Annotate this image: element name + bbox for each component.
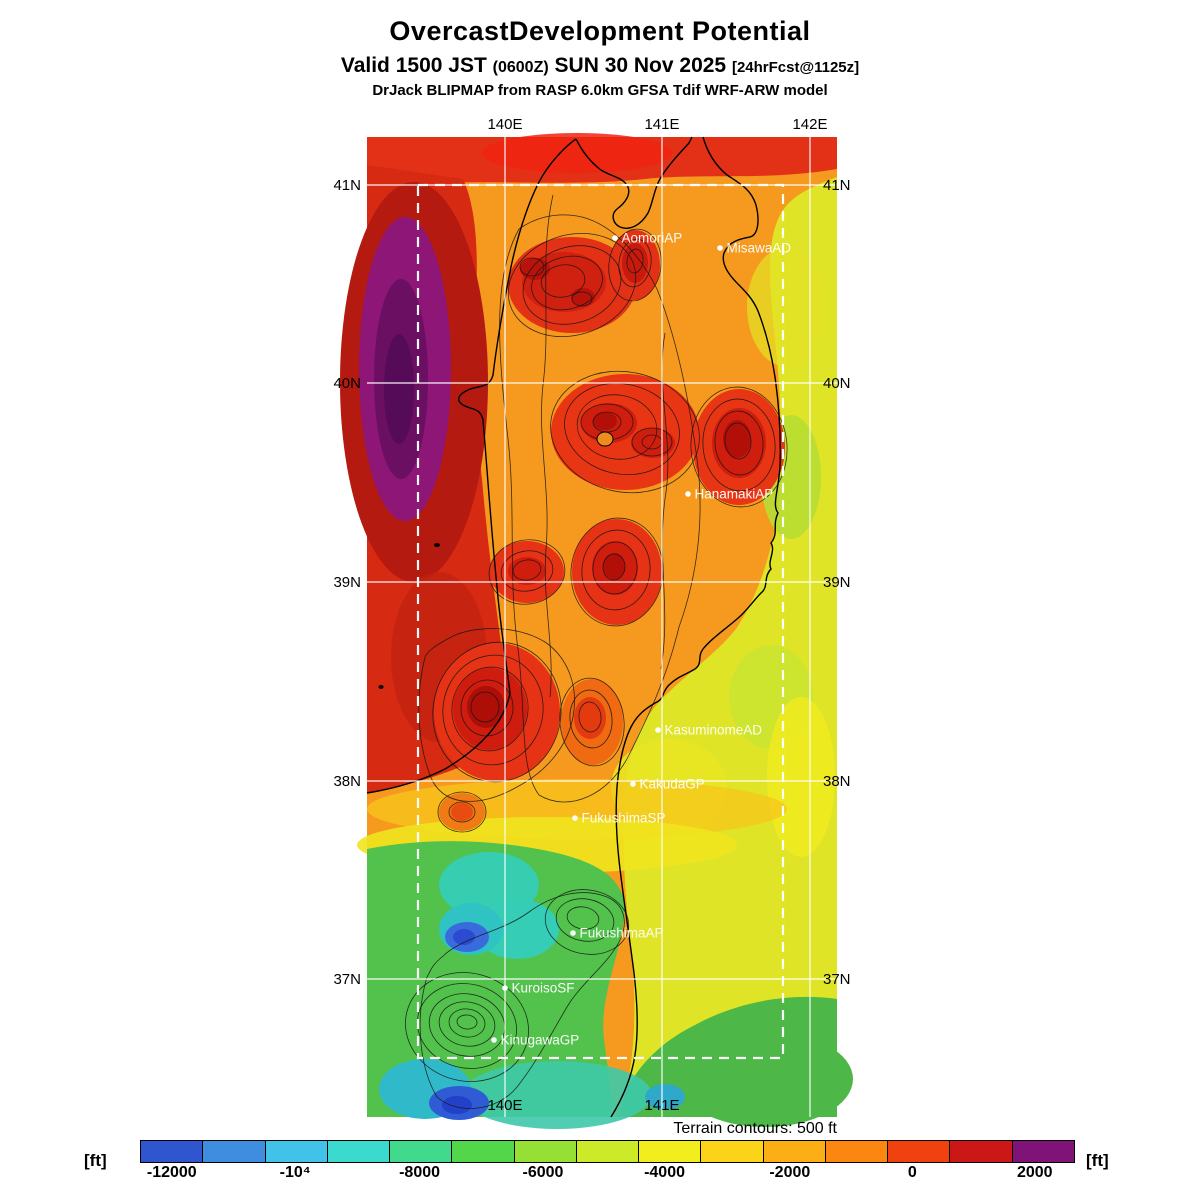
station-dot-MisawaAD xyxy=(717,245,723,251)
lat-label-right-38N: 38N xyxy=(823,773,851,790)
stations-layer: AomoriAP MisawaAD HanamakiAP KasuminomeAD Ka… xyxy=(491,231,791,1048)
colorbar-segment-9 xyxy=(700,1141,763,1162)
map-area: 41N 41N 40N 40N 39N 39N 38N 38N 37N 37N 140E 140E 14… xyxy=(333,116,853,1129)
station-dot-HanamakiAP xyxy=(685,491,691,497)
colorbar-segment-3 xyxy=(326,1141,390,1162)
geo-labels: 41N 41N 40N 40N 39N 39N 38N 38N 37N 37N 140E 140E 14… xyxy=(333,116,850,1114)
colorbar-segment-5 xyxy=(451,1141,514,1162)
lat-label-left-38N: 38N xyxy=(333,773,361,790)
colorbar-segment-14 xyxy=(1011,1141,1074,1162)
header: OvercastDevelopment Potential Valid 1500… xyxy=(0,16,1200,99)
station-label-KasuminomeAD: KasuminomeAD xyxy=(665,723,763,738)
lat-label-left-41N: 41N xyxy=(333,177,361,194)
coastline xyxy=(366,136,781,1118)
station-dot-KinugawaGP xyxy=(491,1037,497,1043)
model-line: DrJack BLIPMAP from RASP 6.0km GFSA Tdif… xyxy=(372,82,828,99)
station-dot-AomoriAP xyxy=(612,235,618,241)
valid-time-line: Valid 1500 JST (0600Z) SUN 30 Nov 2025 [… xyxy=(0,54,1200,78)
station-dot-FukushimaAP xyxy=(570,930,576,936)
colorbar-segment-12 xyxy=(887,1141,950,1162)
station-dot-KakudaGP xyxy=(630,781,636,787)
colorbar-tick-2000: 2000 xyxy=(1016,1164,1053,1181)
colorbar-tick--12000: -12000 xyxy=(146,1164,197,1181)
lat-label-left-39N: 39N xyxy=(333,574,361,591)
colorbar-unit-left: [ft] xyxy=(84,1151,107,1170)
lat-label-right-37N: 37N xyxy=(823,971,851,988)
lon-label-top-140E: 140E xyxy=(487,116,522,133)
valid-date: SUN 30 Nov 2025 xyxy=(554,54,727,77)
station-label-KakudaGP: KakudaGP xyxy=(640,777,705,792)
colorbar-tick--4000: -4000 xyxy=(644,1164,685,1181)
station-label-HanamakiAP: HanamakiAP xyxy=(695,487,774,502)
station-label-AomoriAP: AomoriAP xyxy=(622,231,683,246)
colorbar-segment-10 xyxy=(762,1141,825,1162)
colorbar-segment-0 xyxy=(141,1141,203,1162)
colorbar-segment-7 xyxy=(575,1141,639,1162)
colorbar-tick--8000: -8000 xyxy=(399,1164,441,1181)
lat-label-right-40N: 40N xyxy=(823,375,851,392)
station-label-MisawaAD: MisawaAD xyxy=(727,241,792,256)
station-label-KinugawaGP: KinugawaGP xyxy=(501,1033,580,1048)
lat-label-left-37N: 37N xyxy=(333,971,361,988)
blipmap-map: 41N 41N 40N 40N 39N 39N 38N 38N 37N 37N 140E 140E 14… xyxy=(333,116,853,1129)
terrain-contours xyxy=(405,194,788,1109)
valid-prefix: Valid 1500 JST xyxy=(340,54,487,77)
colorbar-segment-2 xyxy=(264,1141,327,1162)
colorbar-bar xyxy=(140,1140,1075,1163)
terrain-note: Terrain contours: 500 ft xyxy=(673,1120,837,1137)
lon-label-bottom-141E: 141E xyxy=(644,1097,679,1114)
model-domain-box xyxy=(416,183,785,1060)
station-dot-KuroisoSF xyxy=(502,985,508,991)
valid-forecast-tag: [24hrFcst@1125z] xyxy=(731,59,860,76)
station-dot-FukushimaSP xyxy=(572,815,578,821)
lon-label-top-141E: 141E xyxy=(644,116,679,133)
valid-zulu: (0600Z) xyxy=(492,59,549,76)
station-label-FukushimaAP: FukushimaAP xyxy=(580,926,664,941)
colorbar-segment-4 xyxy=(389,1141,452,1162)
station-dot-KasuminomeAD xyxy=(655,727,661,733)
lon-label-bottom-140E: 140E xyxy=(487,1097,522,1114)
station-label-FukushimaSP: FukushimaSP xyxy=(582,811,666,826)
lon-label-top-142E: 142E xyxy=(792,116,827,133)
colorbar-tick--6000: -6000 xyxy=(522,1164,564,1181)
colorbar-ticks: -12000 -10⁴ -8000 -6000 -4000 -2000 0 2000 xyxy=(140,1164,1075,1186)
lat-label-left-40N: 40N xyxy=(333,375,361,392)
colorbar-segment-1 xyxy=(202,1141,265,1162)
station-label-KuroisoSF: KuroisoSF xyxy=(512,981,575,996)
colorbar-segment-13 xyxy=(949,1141,1012,1162)
colorbar-segment-11 xyxy=(824,1141,888,1162)
colorbar-segment-6 xyxy=(513,1141,576,1162)
lat-label-right-39N: 39N xyxy=(823,574,851,591)
grid-lines xyxy=(367,137,837,1117)
colorbar-unit-right: [ft] xyxy=(1086,1151,1109,1170)
colorbar-segment-8 xyxy=(638,1141,701,1162)
page-title: OvercastDevelopment Potential xyxy=(389,16,811,46)
colorbar-tick--2000: -2000 xyxy=(769,1164,811,1181)
map-field xyxy=(340,133,853,1129)
colorbar-tick-0: 0 xyxy=(907,1164,917,1181)
colorbar-tick--10⁴: -10⁴ xyxy=(279,1164,311,1181)
lat-label-right-41N: 41N xyxy=(823,177,851,194)
